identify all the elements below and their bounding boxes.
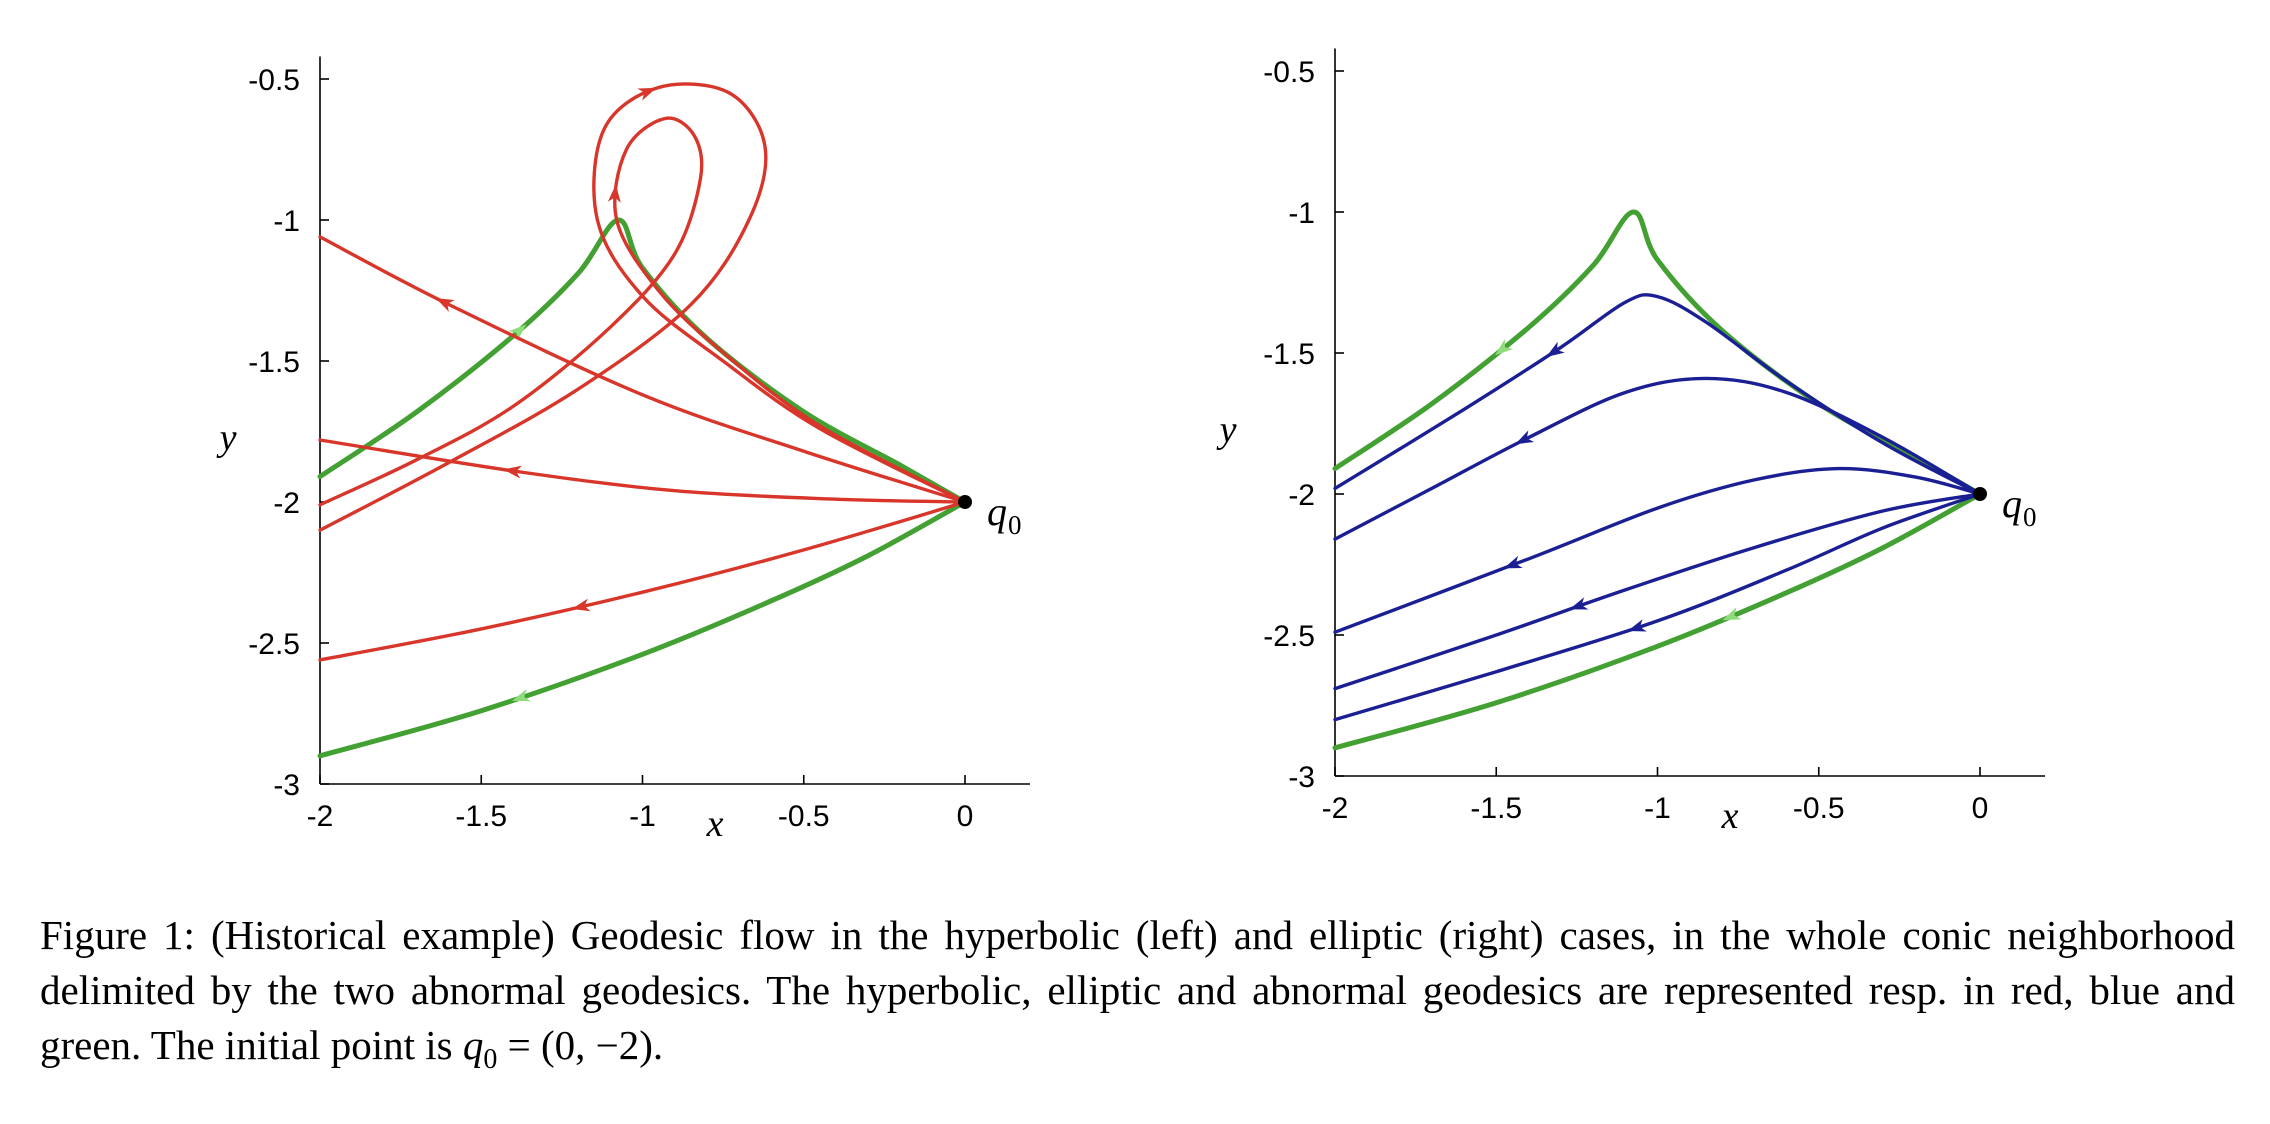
y-tick-label: -1.5 bbox=[1263, 338, 1315, 371]
hyperbolic-geodesic bbox=[318, 438, 967, 504]
elliptic-geodesic bbox=[1333, 376, 1982, 541]
elliptic-geodesic bbox=[1333, 492, 1982, 691]
hyperbolic-geodesic bbox=[318, 116, 967, 507]
elliptic-geodesic bbox=[1333, 466, 1982, 634]
initial-point-label: q bbox=[2002, 481, 2022, 526]
initial-point-q0 bbox=[1973, 487, 1987, 501]
caption-text: (Historical example) Geodesic flow in th… bbox=[40, 912, 2235, 1068]
abnormal-geodesic bbox=[317, 499, 968, 759]
caption-label: Figure 1: bbox=[40, 912, 195, 958]
y-tick-label: -2 bbox=[273, 487, 300, 520]
direction-arrow bbox=[1503, 555, 1523, 569]
x-tick-label: 0 bbox=[957, 800, 974, 833]
abnormal-geodesic bbox=[1332, 209, 1983, 497]
y-tick-label: -1.5 bbox=[248, 346, 300, 379]
y-axis-label: y bbox=[1216, 409, 1237, 451]
caption-math-rest: = (0, −2). bbox=[507, 1022, 664, 1068]
y-tick-label: -3 bbox=[1288, 761, 1315, 794]
elliptic-geodesic bbox=[1333, 293, 1982, 496]
x-tick-label: -0.5 bbox=[778, 800, 830, 833]
initial-point-label: q bbox=[987, 489, 1007, 534]
y-tick-label: -1 bbox=[273, 205, 300, 238]
caption-math-sub: 0 bbox=[483, 1044, 498, 1076]
figure-caption: Figure 1: (Historical example) Geodesic … bbox=[40, 908, 2235, 1087]
y-axis-label: y bbox=[216, 417, 237, 459]
hyperbolic-geodesic bbox=[318, 235, 967, 504]
direction-arrow bbox=[607, 184, 621, 203]
elliptic-geodesic bbox=[1333, 492, 1982, 722]
x-tick-label: -1.5 bbox=[1470, 792, 1522, 825]
direction-arrow bbox=[511, 688, 531, 702]
x-tick-label: -1.5 bbox=[455, 800, 507, 833]
y-tick-label: -2.5 bbox=[248, 628, 300, 661]
direction-arrow bbox=[1569, 597, 1589, 610]
y-tick-label: -0.5 bbox=[248, 64, 300, 97]
x-axis-label: x bbox=[1721, 795, 1739, 837]
y-tick-label: -1 bbox=[1288, 197, 1315, 230]
x-tick-label: 0 bbox=[1972, 792, 1989, 825]
x-tick-label: -1 bbox=[1644, 792, 1671, 825]
direction-arrow bbox=[1722, 607, 1742, 621]
x-tick-label: -2 bbox=[307, 800, 334, 833]
initial-point-label-sub: 0 bbox=[2023, 502, 2037, 532]
abnormal-geodesic bbox=[1332, 491, 1983, 751]
y-tick-label: -0.5 bbox=[1263, 56, 1315, 89]
direction-arrow bbox=[503, 465, 523, 479]
direction-arrow bbox=[1546, 341, 1565, 358]
direction-arrow bbox=[508, 324, 527, 342]
direction-arrow bbox=[571, 598, 591, 612]
direction-arrow bbox=[1515, 430, 1535, 445]
caption-math-var: q bbox=[462, 1022, 484, 1068]
hyperbolic-geodesic bbox=[318, 500, 967, 662]
x-tick-label: -1 bbox=[629, 800, 656, 833]
abnormal-geodesic bbox=[317, 217, 968, 505]
hyperbolic-geodesic bbox=[318, 82, 967, 532]
direction-arrow bbox=[1627, 619, 1647, 632]
y-tick-label: -3 bbox=[273, 769, 300, 802]
direction-arrow bbox=[637, 87, 657, 101]
direction-arrow bbox=[1494, 338, 1513, 356]
direction-arrow bbox=[435, 298, 455, 312]
x-tick-label: -0.5 bbox=[1793, 792, 1845, 825]
y-tick-label: -2 bbox=[1288, 479, 1315, 512]
y-tick-label: -2.5 bbox=[1263, 620, 1315, 653]
initial-point-q0 bbox=[958, 495, 972, 509]
initial-point-label-sub: 0 bbox=[1008, 510, 1022, 540]
x-tick-label: -2 bbox=[1322, 792, 1349, 825]
x-axis-label: x bbox=[706, 803, 724, 845]
